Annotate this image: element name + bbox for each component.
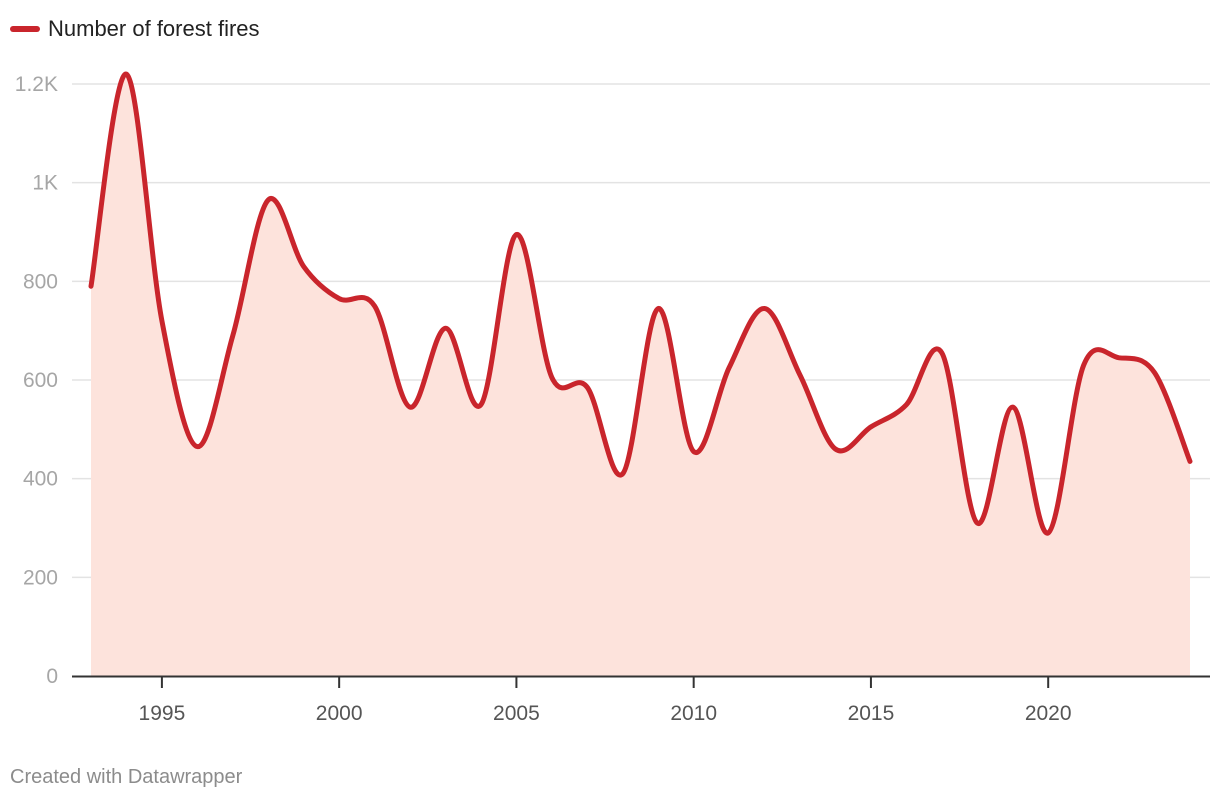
data-point-2014 bbox=[832, 446, 838, 452]
data-point-2007 bbox=[584, 384, 590, 390]
data-point-2010 bbox=[691, 449, 697, 455]
series-area bbox=[91, 73, 1190, 676]
series-line bbox=[88, 71, 1193, 536]
x-tick-label: 2000 bbox=[316, 702, 363, 725]
data-point-2006 bbox=[549, 375, 555, 381]
data-point-2022 bbox=[1116, 355, 1122, 361]
data-point-2020 bbox=[1045, 530, 1051, 536]
data-point-2019 bbox=[1010, 404, 1016, 410]
data-point-2015 bbox=[868, 424, 874, 430]
data-point-2008 bbox=[620, 471, 626, 477]
data-point-2011 bbox=[726, 365, 732, 371]
data-point-1993 bbox=[88, 283, 94, 289]
x-tick-label: 2020 bbox=[1025, 702, 1072, 725]
y-axis-labels: 0 200 400 600 800 1K 1.2K bbox=[15, 73, 58, 688]
data-point-2009 bbox=[655, 305, 661, 311]
data-point-2017 bbox=[939, 350, 945, 356]
data-point-2023 bbox=[1152, 370, 1158, 376]
data-point-2018 bbox=[974, 520, 980, 526]
data-point-2013 bbox=[797, 372, 803, 378]
legend-swatch bbox=[10, 26, 40, 32]
data-point-2003 bbox=[443, 325, 449, 331]
y-tick-label: 0 bbox=[46, 665, 58, 688]
data-point-2001 bbox=[372, 303, 378, 309]
y-tick-label: 1.2K bbox=[15, 73, 58, 96]
legend-label: Number of forest fires bbox=[48, 16, 260, 41]
data-point-2021 bbox=[1081, 362, 1087, 368]
data-point-2004 bbox=[478, 402, 484, 408]
footer-credit: Created with Datawrapper bbox=[10, 766, 243, 788]
chart-legend: Number of forest fires bbox=[10, 16, 260, 42]
x-axis-ticks: 1995 2000 2005 2010 2015 2020 bbox=[139, 677, 1072, 725]
data-point-1994 bbox=[123, 71, 129, 77]
data-point-1996 bbox=[194, 444, 200, 450]
data-point-2016 bbox=[903, 402, 909, 408]
y-tick-label: 800 bbox=[23, 270, 58, 293]
y-tick-label: 600 bbox=[23, 369, 58, 392]
x-tick-label: 2015 bbox=[848, 702, 895, 725]
data-point-2002 bbox=[407, 404, 413, 410]
data-point-1995 bbox=[159, 318, 165, 324]
data-point-2024 bbox=[1187, 458, 1193, 464]
x-tick-label: 1995 bbox=[139, 702, 186, 725]
data-point-1999 bbox=[301, 264, 307, 270]
x-tick-label: 2005 bbox=[493, 702, 540, 725]
y-tick-label: 1K bbox=[32, 172, 58, 195]
data-point-1997 bbox=[230, 333, 236, 339]
data-point-2012 bbox=[762, 305, 768, 311]
data-point-1998 bbox=[265, 197, 271, 203]
y-tick-label: 200 bbox=[23, 566, 58, 589]
y-tick-label: 400 bbox=[23, 468, 58, 491]
x-tick-label: 2010 bbox=[670, 702, 717, 725]
data-point-2000 bbox=[336, 296, 342, 302]
data-point-2005 bbox=[513, 231, 519, 237]
